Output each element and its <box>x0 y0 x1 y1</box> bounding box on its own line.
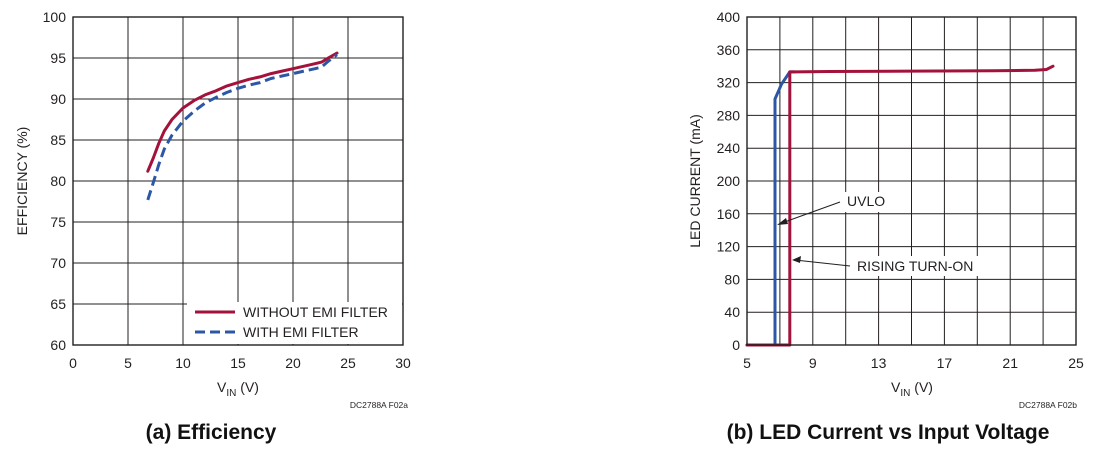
legend-label-without-emi: WITHOUT EMI FILTER <box>243 304 388 320</box>
led-current-annotations: UVLO RISING TURN-ON <box>777 192 990 276</box>
x-label-subscript: IN <box>226 388 236 399</box>
efficiency-y-axis-label: EFFICIENCY (%) <box>14 127 30 236</box>
led-current-chart: 0 40 80 120 160 200 240 280 320 360 400 5 9 13 17 21 25… <box>687 9 1084 444</box>
y-tick-label: 40 <box>724 304 740 320</box>
x-tick-label: 25 <box>1068 355 1084 371</box>
efficiency-legend: WITHOUT EMI FILTER WITH EMI FILTER <box>187 302 402 344</box>
efficiency-figure-code: DC2788A F02a <box>350 400 408 410</box>
y-tick-label: 120 <box>717 239 741 255</box>
x-tick-label: 5 <box>124 355 132 371</box>
y-tick-label: 65 <box>50 296 66 312</box>
y-tick-label: 0 <box>732 337 740 353</box>
legend-label-with-emi: WITH EMI FILTER <box>243 324 359 340</box>
efficiency-y-tick-labels: 60 65 70 75 80 85 90 95 100 <box>43 9 67 353</box>
rising-arrowhead <box>792 256 801 263</box>
y-tick-label: 320 <box>717 75 741 91</box>
x-label-main: V <box>891 379 901 395</box>
legend-background <box>187 302 402 344</box>
x-tick-label: 10 <box>175 355 191 371</box>
x-tick-label: 9 <box>809 355 817 371</box>
led-current-y-tick-labels: 0 40 80 120 160 200 240 280 320 360 400 <box>717 9 741 353</box>
led-current-caption: (b) LED Current vs Input Voltage <box>727 421 1050 444</box>
x-label-unit: (V) <box>236 379 259 395</box>
x-label-subscript: IN <box>900 388 910 399</box>
uvlo-label-bg <box>820 192 890 212</box>
x-tick-label: 20 <box>285 355 301 371</box>
efficiency-plot-frame <box>72 16 404 346</box>
efficiency-chart: 60 65 70 75 80 85 90 95 100 0 5 10 15 20 25 30 WITHOUT… <box>14 9 411 444</box>
y-tick-label: 360 <box>717 42 741 58</box>
y-tick-label: 280 <box>717 107 741 123</box>
x-label-unit: (V) <box>910 379 933 395</box>
x-tick-label: 5 <box>743 355 751 371</box>
led-current-series-lines <box>745 64 1055 347</box>
rising-arrow-line <box>794 259 851 267</box>
uvlo-arrowhead <box>777 218 788 225</box>
led-current-figure-code: DC2788A F02b <box>1019 400 1077 410</box>
efficiency-x-axis-label: VIN (V) <box>217 379 259 399</box>
y-tick-label: 70 <box>50 255 66 271</box>
led-current-grid <box>746 16 1077 346</box>
series-line-1 <box>745 64 1055 347</box>
y-tick-label: 90 <box>50 91 66 107</box>
y-tick-label: 200 <box>717 173 741 189</box>
series-line-0 <box>745 70 797 347</box>
series-line-0 <box>146 51 339 173</box>
led-current-x-axis-label: VIN (V) <box>891 379 933 399</box>
rising-turn-on-annotation: RISING TURN-ON <box>857 258 973 274</box>
x-tick-label: 30 <box>395 355 411 371</box>
y-tick-label: 80 <box>724 271 740 287</box>
x-tick-label: 17 <box>937 355 953 371</box>
rising-label-bg <box>850 256 990 276</box>
y-tick-label: 100 <box>43 9 67 25</box>
efficiency-x-tick-labels: 0 5 10 15 20 25 30 <box>69 355 411 371</box>
efficiency-caption: (a) Efficiency <box>146 421 277 444</box>
efficiency-grid <box>72 16 404 346</box>
series-line-1 <box>146 53 338 201</box>
y-tick-label: 160 <box>717 206 741 222</box>
x-tick-label: 21 <box>1002 355 1018 371</box>
y-tick-label: 95 <box>50 50 66 66</box>
uvlo-annotation: UVLO <box>847 193 885 209</box>
led-current-x-tick-labels: 5 9 13 17 21 25 <box>743 355 1084 371</box>
y-tick-label: 240 <box>717 140 741 156</box>
y-tick-label: 85 <box>50 132 66 148</box>
led-current-y-axis-label: LED CURRENT (mA) <box>687 114 703 248</box>
efficiency-series-lines <box>146 51 339 201</box>
led-current-plot-frame <box>746 16 1077 346</box>
y-tick-label: 75 <box>50 214 66 230</box>
x-tick-label: 15 <box>230 355 246 371</box>
x-tick-label: 13 <box>871 355 887 371</box>
y-tick-label: 60 <box>50 337 66 353</box>
uvlo-arrow-line <box>778 201 841 225</box>
y-tick-label: 400 <box>717 9 741 25</box>
x-tick-label: 25 <box>340 355 356 371</box>
x-tick-label: 0 <box>69 355 77 371</box>
x-label-main: V <box>217 379 227 395</box>
y-tick-label: 80 <box>50 173 66 189</box>
